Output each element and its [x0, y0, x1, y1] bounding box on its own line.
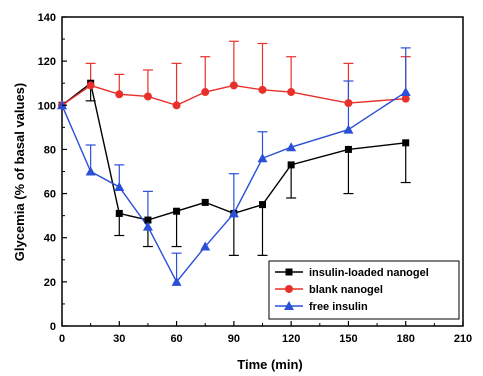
- legend-label-free-insulin: free insulin: [309, 301, 368, 313]
- insulin-loaded-nanogel-point: [201, 198, 209, 206]
- insulin-loaded-nanogel-point: [173, 207, 181, 215]
- free-insulin-point: [400, 87, 411, 97]
- y-tick-label-140: 140: [38, 12, 56, 24]
- blank-nanogel-point: [143, 92, 152, 101]
- blank-nanogel-point: [229, 81, 238, 90]
- legend-marker-insulin-loaded-nanogel: [285, 268, 293, 276]
- insulin-loaded-nanogel-point: [344, 145, 352, 153]
- free-insulin-point: [228, 208, 239, 218]
- x-tick-label-150: 150: [339, 333, 357, 345]
- blank-nanogel-point: [287, 88, 296, 97]
- legend-box: [268, 260, 460, 320]
- free-insulin-point: [142, 221, 153, 231]
- x-tick-label-210: 210: [454, 333, 472, 345]
- x-axis-title: Time (min): [237, 357, 303, 372]
- error-bars: [85, 40, 411, 282]
- blank-nanogel-point: [172, 101, 181, 110]
- y-tick-label-120: 120: [38, 56, 56, 68]
- x-tick-label-30: 30: [113, 333, 125, 345]
- blank-nanogel-point: [401, 94, 410, 103]
- insulin-loaded-nanogel-point: [287, 161, 295, 169]
- data-markers: [57, 79, 411, 286]
- x-tick-label-0: 0: [59, 333, 65, 345]
- blank-nanogel-point: [201, 88, 210, 97]
- insulin-loaded-nanogel-point: [402, 139, 410, 147]
- x-tick-label-180: 180: [397, 333, 415, 345]
- x-tick-label-60: 60: [170, 333, 182, 345]
- free-insulin-point: [257, 153, 268, 163]
- free-insulin-point: [343, 124, 354, 134]
- blank-nanogel-point: [344, 99, 353, 108]
- y-tick-label-60: 60: [44, 189, 56, 201]
- blank-nanogel-point: [115, 90, 124, 99]
- y-tick-label-80: 80: [44, 144, 56, 156]
- insulin-loaded-nanogel-point: [115, 209, 123, 217]
- legend-label-insulin-loaded-nanogel: insulin-loaded nanogel: [309, 267, 429, 279]
- legend-label-blank-nanogel: blank nanogel: [309, 284, 383, 296]
- legend: insulin-loaded nanogel blank nanogel free …: [268, 260, 460, 320]
- y-tick-label-40: 40: [44, 233, 56, 245]
- y-axis-title: Glycemia (% of basal values): [12, 83, 27, 261]
- insulin-loaded-nanogel-point: [144, 216, 152, 224]
- insulin-loaded-nanogel-point: [259, 201, 266, 209]
- x-tick-label-120: 120: [282, 333, 300, 345]
- blank-nanogel-point: [86, 81, 95, 90]
- y-tick-label-100: 100: [38, 100, 56, 112]
- axis-ticks: 0 30 60 90 120 150 180 210 0 20 40 60 80 100 120 140: [38, 12, 473, 345]
- y-tick-label-20: 20: [44, 277, 56, 289]
- legend-marker-free-insulin: [284, 301, 294, 310]
- free-insulin-point: [85, 166, 96, 176]
- y-tick-label-0: 0: [50, 321, 56, 333]
- free-insulin-point: [171, 276, 182, 286]
- free-insulin-point: [114, 181, 125, 191]
- blank-nanogel-point: [258, 85, 267, 94]
- legend-marker-blank-nanogel: [285, 285, 293, 293]
- free-insulin-point: [200, 241, 211, 251]
- x-tick-label-90: 90: [228, 333, 240, 345]
- free-insulin-point: [286, 142, 297, 152]
